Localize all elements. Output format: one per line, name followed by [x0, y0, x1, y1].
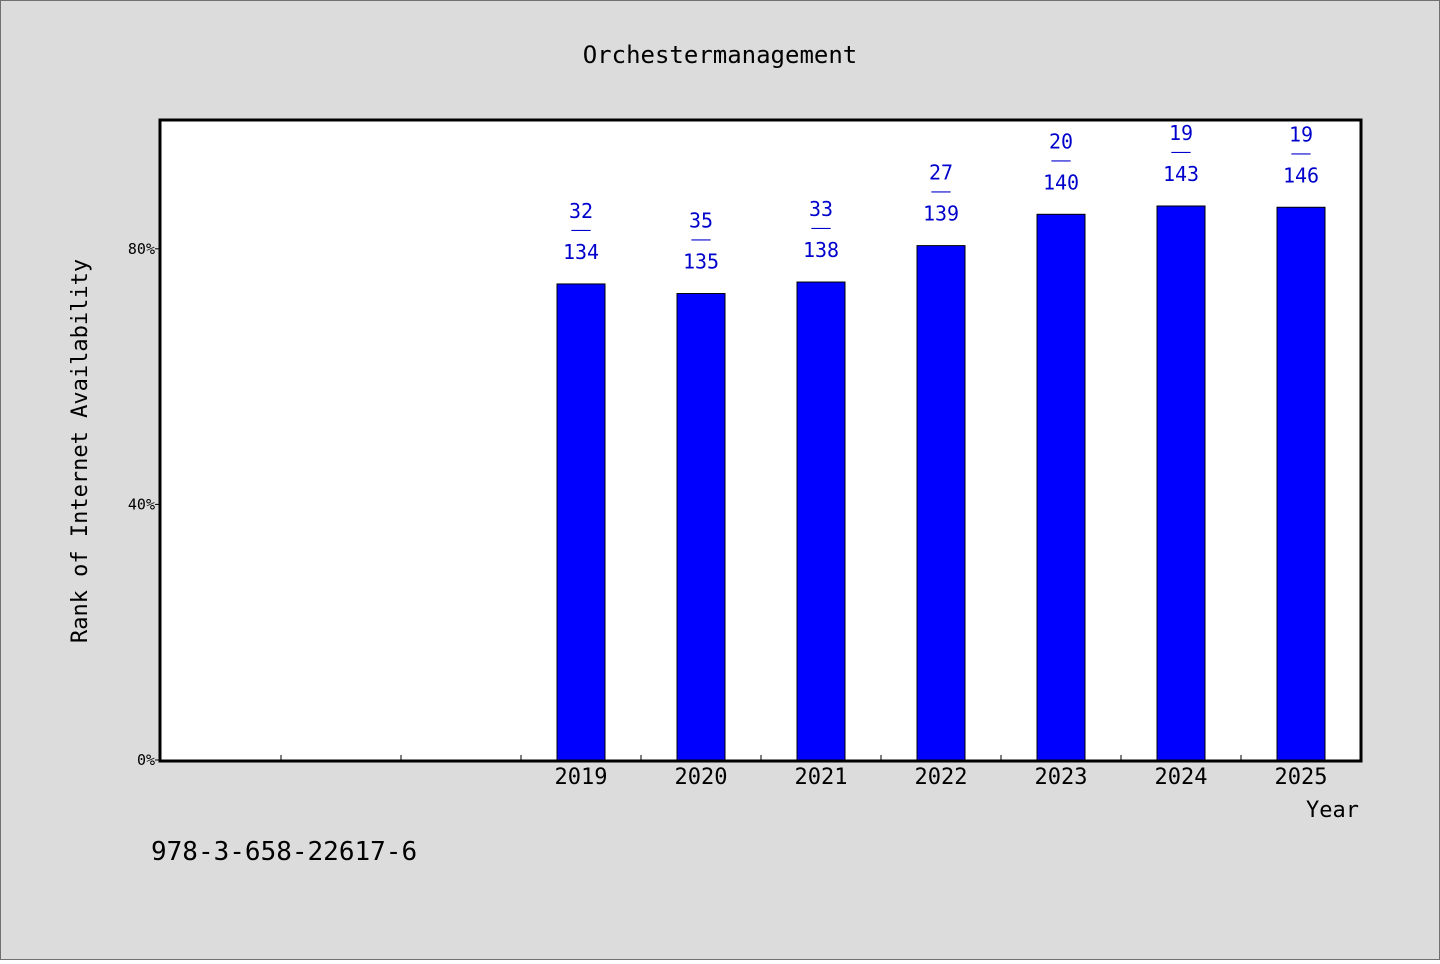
y-tick-label: 40%: [128, 495, 155, 513]
bar-label-separator: ——: [1051, 150, 1071, 169]
bar-label-separator: ——: [1171, 142, 1191, 161]
bar: [676, 293, 726, 761]
bar-label-bottom: 134: [563, 240, 599, 264]
chart-marks: 0%40%80%201932——134202035——135202133——13…: [128, 121, 1328, 790]
x-tick-label: 2022: [915, 765, 968, 790]
bar-label-top: 19: [1169, 121, 1193, 145]
x-tick-label: 2025: [1275, 765, 1328, 790]
x-tick-label: 2020: [675, 765, 728, 790]
x-tick-label: 2021: [795, 765, 848, 790]
bar: [1036, 213, 1086, 761]
bar-label-separator: ——: [691, 230, 711, 249]
bar-label-bottom: 146: [1283, 163, 1319, 187]
bar: [796, 281, 846, 761]
bar-label-bottom: 140: [1043, 170, 1079, 194]
y-tick-label: 0%: [137, 751, 155, 769]
bar-label-top: 27: [929, 161, 953, 185]
y-tick-label: 80%: [128, 240, 155, 258]
bar-label-top: 32: [569, 199, 593, 223]
bar: [1156, 205, 1206, 761]
x-tick-label: 2019: [555, 765, 608, 790]
bar-label-bottom: 135: [683, 250, 719, 274]
bar-label-top: 33: [809, 197, 833, 221]
bar-label-top: 19: [1289, 122, 1313, 146]
bar-label-top: 35: [689, 209, 713, 233]
bar-label-separator: ——: [931, 182, 951, 201]
bar-label-top: 20: [1049, 129, 1073, 153]
x-tick-label: 2024: [1155, 765, 1208, 790]
bar-label-separator: ——: [811, 218, 831, 237]
bar-label-bottom: 139: [923, 202, 959, 226]
bar-label-separator: ——: [571, 220, 591, 239]
bar: [1276, 206, 1326, 761]
isbn-text: 978-3-658-22617-6: [151, 837, 418, 867]
chart-title: Orchestermanagement: [583, 41, 858, 69]
y-axis-label: Rank of Internet Availability: [68, 259, 93, 643]
bar-label-separator: ——: [1291, 143, 1311, 162]
x-axis-label: Year: [1306, 798, 1359, 823]
x-tick-label: 2023: [1035, 765, 1088, 790]
bar-label-bottom: 138: [803, 238, 839, 262]
bar: [916, 245, 966, 761]
bar-label-bottom: 143: [1163, 162, 1199, 186]
bar: [556, 283, 606, 761]
